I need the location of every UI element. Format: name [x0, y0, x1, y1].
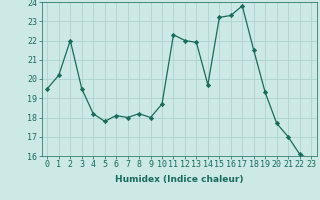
X-axis label: Humidex (Indice chaleur): Humidex (Indice chaleur) [115, 175, 244, 184]
